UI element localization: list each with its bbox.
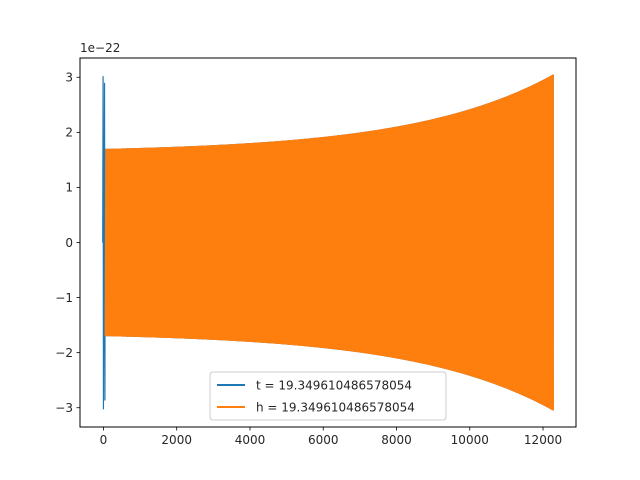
y-tick-label: 3 — [65, 71, 73, 85]
legend-label-series-1: t = 19.349610486578054 — [256, 379, 412, 393]
series-h-line — [104, 74, 554, 411]
x-tick-label: 12000 — [524, 433, 562, 447]
x-axis: 0 2000 4000 6000 8000 10000 12000 — [100, 427, 562, 447]
legend-label-series-2: h = 19.349610486578054 — [256, 401, 415, 415]
legend: t = 19.349610486578054 h = 19.3496104865… — [209, 371, 447, 421]
y-tick-label: 2 — [65, 126, 73, 140]
y-tick-label: 1 — [65, 181, 73, 195]
x-tick-label: 4000 — [235, 433, 266, 447]
y-tick-label: −2 — [55, 346, 73, 360]
x-tick-label: 2000 — [161, 433, 192, 447]
y-tick-label: 0 — [65, 236, 73, 250]
y-tick-label: −1 — [55, 291, 73, 305]
y-axis: −3 −2 −1 0 1 2 3 — [55, 71, 80, 415]
x-tick-label: 0 — [100, 433, 108, 447]
legend-frame — [209, 371, 447, 421]
series-layer — [102, 74, 554, 411]
x-tick-label: 8000 — [381, 433, 412, 447]
x-tick-label: 6000 — [308, 433, 339, 447]
y-tick-label: −3 — [55, 401, 73, 415]
y-offset-label: 1e−22 — [80, 41, 120, 55]
x-tick-label: 10000 — [451, 433, 489, 447]
